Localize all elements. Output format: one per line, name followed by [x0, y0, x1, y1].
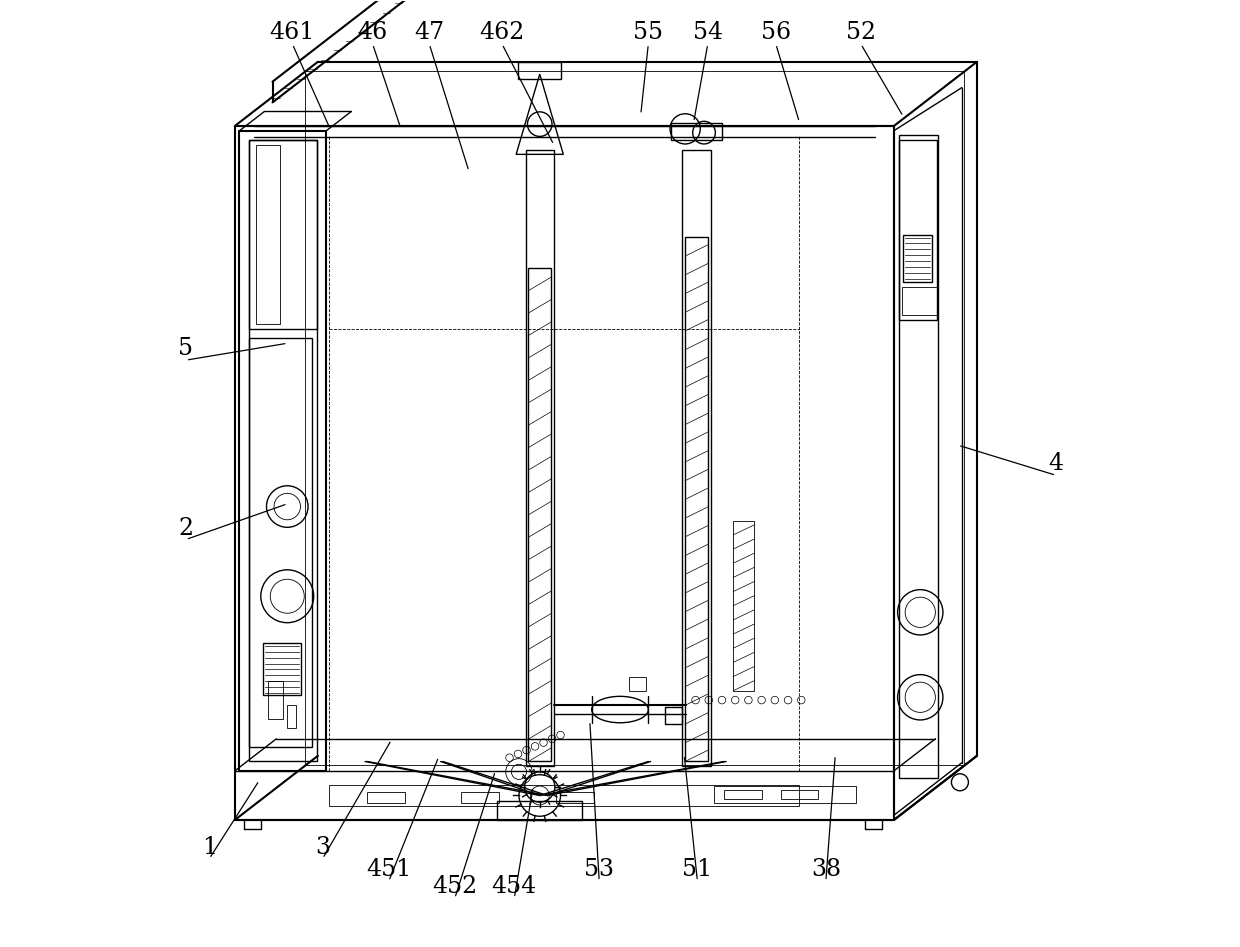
Text: 1: 1 — [202, 836, 217, 859]
Text: 2: 2 — [179, 517, 193, 540]
Bar — [249, 140, 317, 761]
Text: 55: 55 — [634, 21, 663, 44]
Bar — [528, 268, 551, 761]
Bar — [733, 521, 754, 690]
Bar — [899, 135, 937, 777]
Text: 4: 4 — [1049, 453, 1064, 475]
Bar — [497, 801, 583, 820]
Bar — [518, 62, 562, 79]
Bar — [780, 790, 818, 799]
Bar — [671, 123, 722, 140]
Bar — [686, 238, 708, 761]
Text: 451: 451 — [366, 858, 412, 882]
Text: 461: 461 — [269, 21, 315, 44]
Bar — [268, 681, 283, 719]
Bar — [556, 792, 594, 803]
Bar — [249, 140, 317, 329]
Bar — [367, 792, 404, 803]
Bar — [526, 150, 554, 766]
Text: 5: 5 — [179, 337, 193, 360]
Text: 462: 462 — [480, 21, 525, 44]
Bar — [257, 145, 280, 324]
Text: 53: 53 — [584, 858, 614, 882]
Text: 3: 3 — [315, 836, 330, 859]
Bar — [461, 792, 500, 803]
Bar — [666, 706, 682, 724]
Text: 38: 38 — [811, 858, 841, 882]
Bar — [903, 235, 931, 282]
Bar — [630, 676, 646, 690]
Bar — [899, 140, 936, 319]
Text: 56: 56 — [760, 21, 791, 44]
Text: 52: 52 — [846, 21, 875, 44]
Text: 51: 51 — [682, 858, 713, 882]
Bar — [682, 150, 711, 766]
Bar — [714, 786, 856, 803]
Bar — [329, 785, 800, 806]
Bar — [249, 338, 312, 747]
Text: 47: 47 — [414, 21, 444, 44]
Bar — [263, 643, 301, 695]
Bar — [903, 287, 937, 314]
Text: 54: 54 — [693, 21, 723, 44]
Bar — [286, 705, 296, 728]
Text: 452: 452 — [432, 875, 477, 899]
Text: 46: 46 — [357, 21, 388, 44]
Bar — [724, 790, 761, 799]
Text: 454: 454 — [491, 875, 537, 899]
